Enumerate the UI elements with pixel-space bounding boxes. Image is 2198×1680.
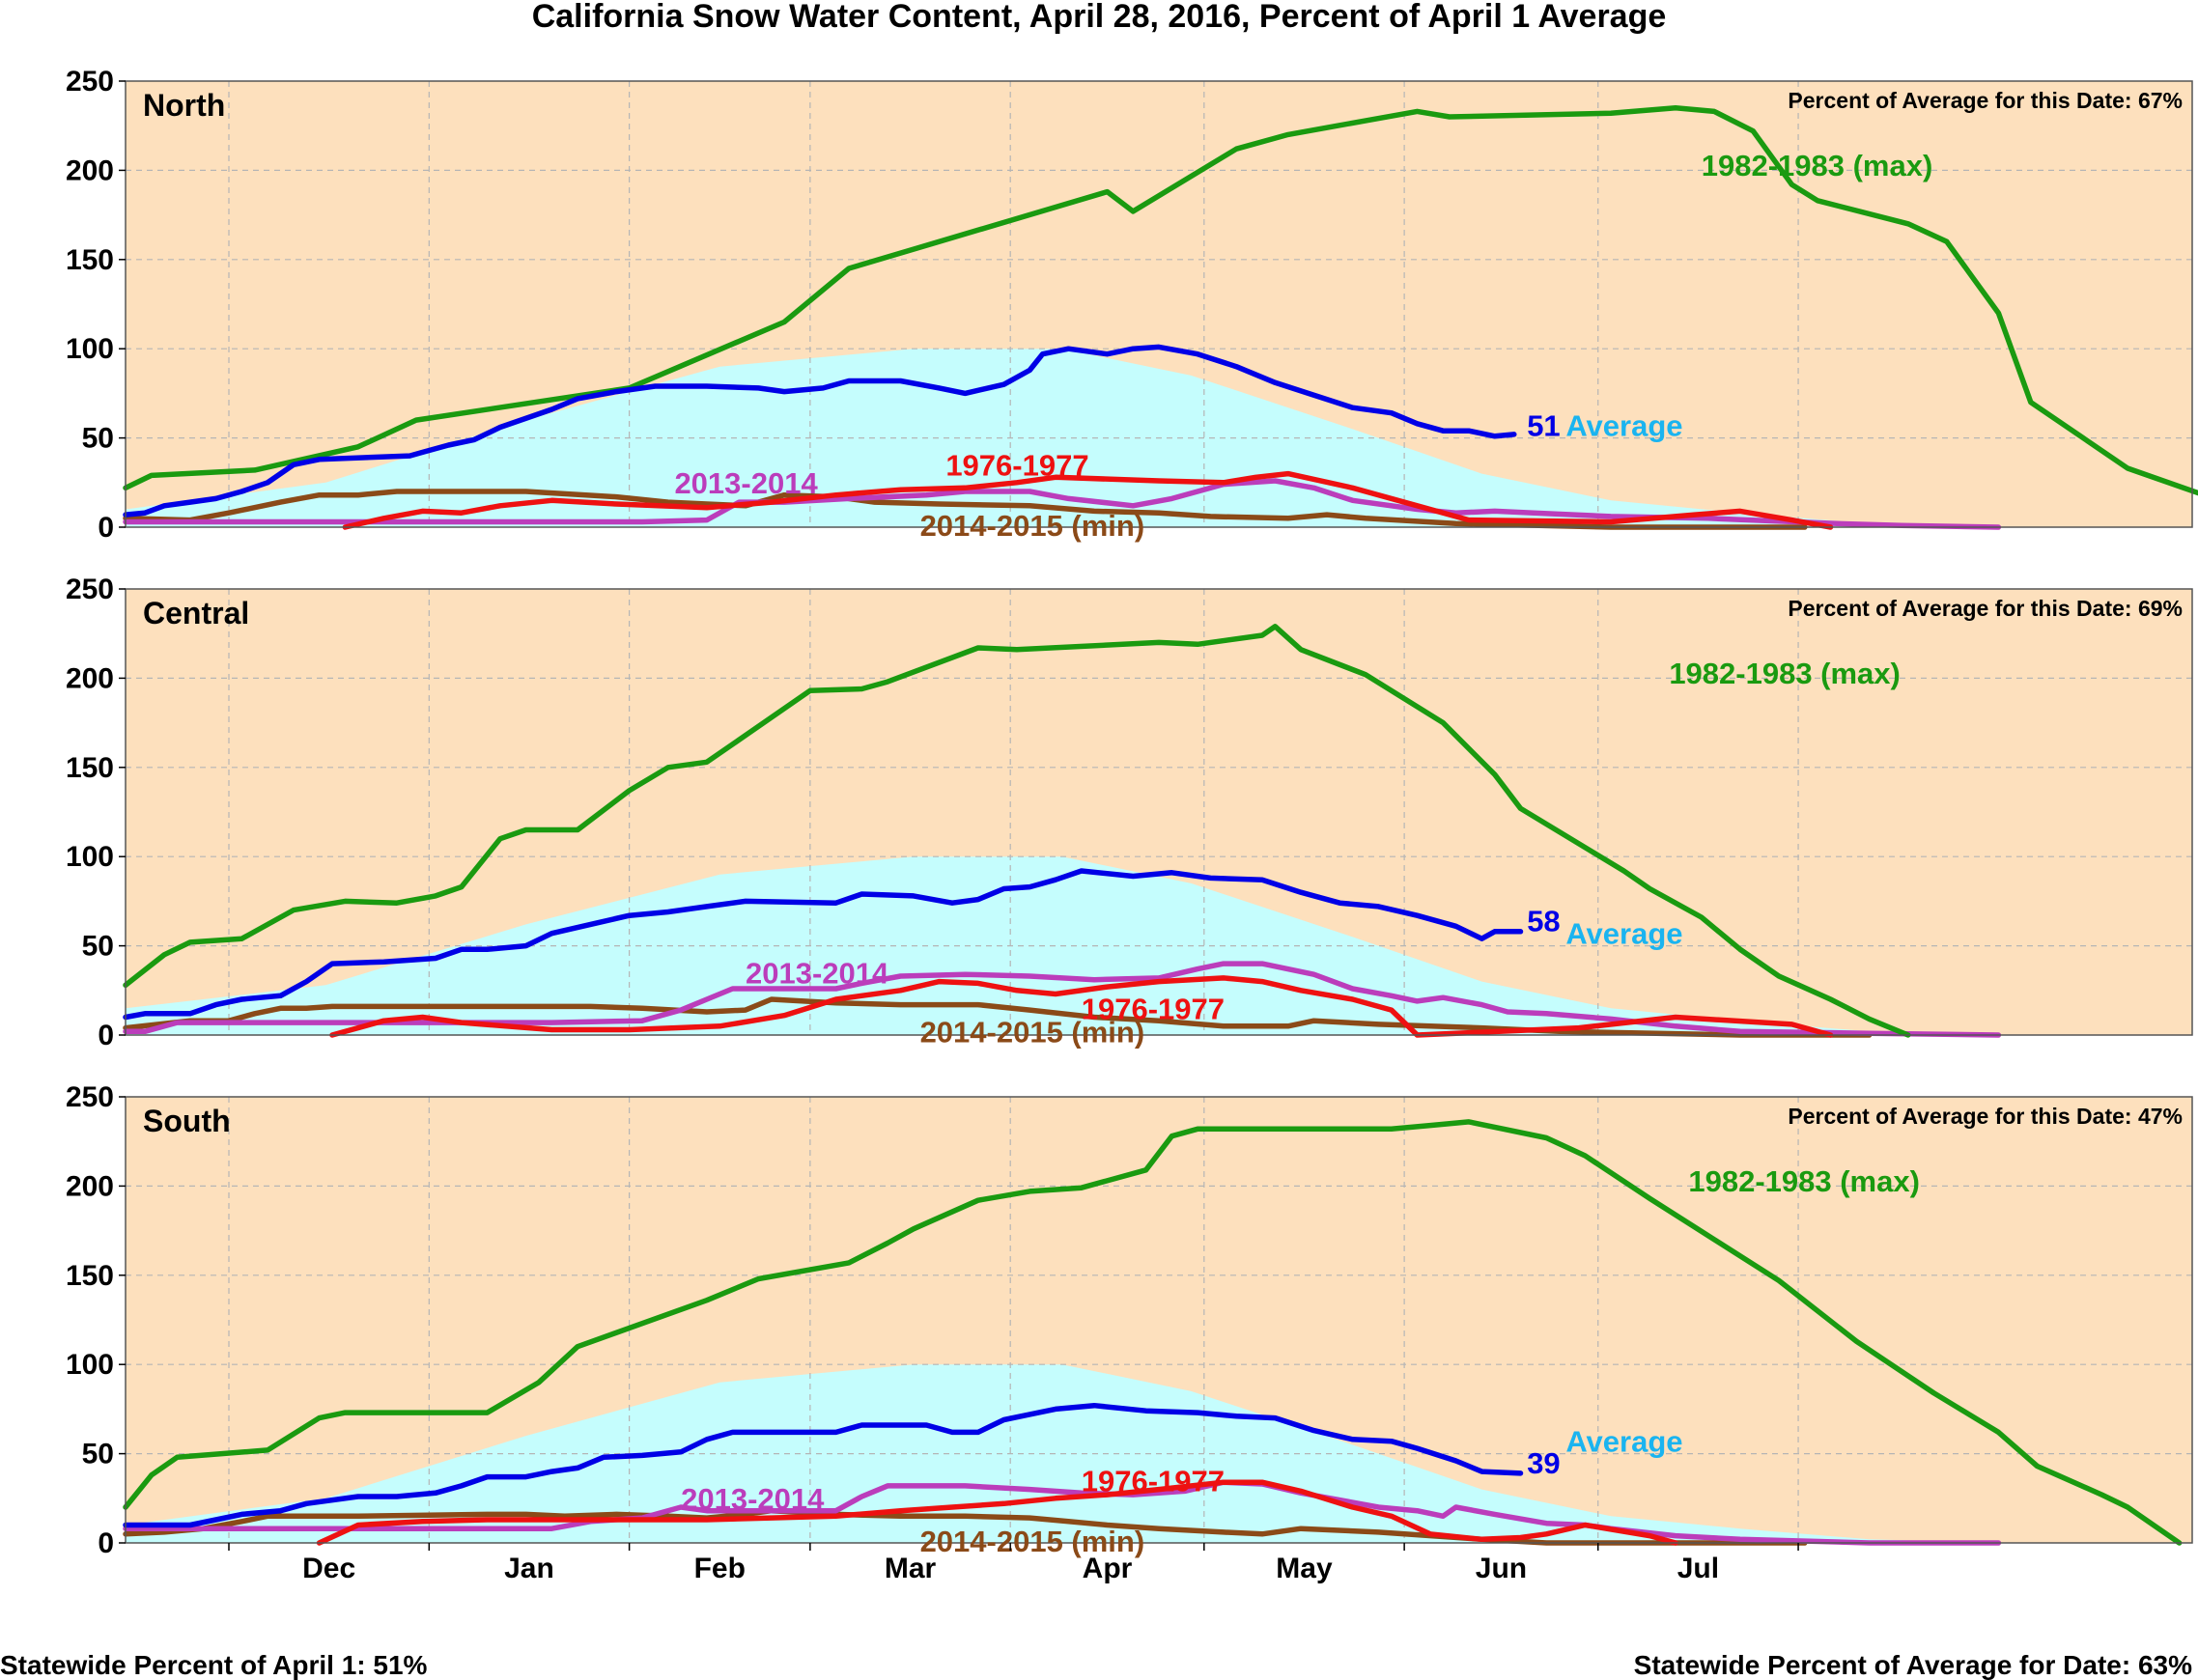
panel-central: 0 50 100 150 200 250 Central Percent of Average… [66,574,2193,1051]
series-label-average: Average [1565,917,1682,951]
y-tick-label: 200 [66,662,114,694]
panel-note: Percent of Average for this Date: 47% [1788,1104,2183,1129]
series-label-y1976: 1976-1977 [1082,1464,1225,1498]
series-label-current: 51 [1527,409,1560,443]
series-label-y2013: 2013-2014 [681,1482,825,1516]
series-line-current [123,868,1524,1021]
panel-note: Percent of Average for this Date: 67% [1788,88,2183,113]
panel-name: Central [143,596,249,630]
series-line-max [123,624,1911,1038]
series-line-max [123,104,2198,496]
y-tick-label: 100 [66,333,114,365]
series-line-y1976 [329,975,1834,1038]
y-tick-label: 250 [66,66,114,98]
y-tick-label: 0 [98,1020,114,1051]
series-label-min: 2014-2015 (min) [920,1525,1145,1558]
series-label-min: 2014-2015 (min) [920,509,1145,543]
series-label-y1976: 1976-1977 [945,448,1088,482]
series-label-y1976: 1976-1977 [1082,992,1225,1025]
panel-frame [125,80,2193,528]
x-tick-label: Apr [1083,1553,1133,1584]
x-tick-label: Dec [302,1553,355,1584]
x-tick-label: May [1276,1553,1333,1584]
y-tick-label: 100 [66,1349,114,1381]
x-tick-label: Jun [1476,1553,1527,1584]
panel-frame [125,588,2193,1036]
footer-statewide-april1: Statewide Percent of April 1: 51% [0,1650,428,1680]
y-tick-label: 150 [66,244,114,276]
series-label-min: 2014-2015 (min) [920,1015,1145,1049]
series-line-max [123,1119,2183,1546]
panel-name: South [143,1104,231,1138]
x-tick-label: Feb [694,1553,746,1584]
series-label-y2013: 2013-2014 [746,956,889,990]
y-tick-label: 200 [66,154,114,186]
series-line-current [123,1402,1524,1528]
series-line-y2013 [123,961,2002,1038]
y-tick-label: 100 [66,841,114,873]
series-line-y1976 [342,470,1834,530]
y-tick-label: 50 [82,423,114,455]
y-tick-label: 150 [66,1260,114,1292]
y-tick-label: 150 [66,752,114,784]
panels-group: 0 50 100 150 200 250 North Percent of Average f… [66,66,2198,1559]
panel-frame [125,1096,2193,1544]
y-tick-label: 0 [98,512,114,544]
series-line-current [123,344,1517,518]
y-tick-label: 0 [98,1527,114,1559]
y-tick-label: 50 [82,931,114,963]
series-label-max: 1982-1983 (max) [1669,657,1901,690]
panel-name: North [143,88,225,123]
chart-title: California Snow Water Content, April 28,… [532,0,1667,35]
x-tick-label: Mar [885,1553,937,1584]
y-tick-label: 50 [82,1439,114,1470]
series-label-current: 58 [1527,905,1560,938]
y-tick-label: 250 [66,574,114,605]
panel-south: 0 50 100 150 200 250 South Percent of Average f… [66,1081,2193,1559]
panel-note: Percent of Average for this Date: 69% [1788,596,2183,621]
series-label-current: 39 [1527,1446,1560,1480]
x-tick-label: Jul [1677,1553,1719,1584]
y-tick-label: 250 [66,1081,114,1113]
series-label-max: 1982-1983 (max) [1702,149,1933,182]
series-label-max: 1982-1983 (max) [1688,1164,1920,1198]
series-line-min [123,996,1873,1038]
panel-north: 0 50 100 150 200 250 North Percent of Average f… [66,66,2198,544]
series-line-y1976 [316,1479,1678,1546]
month-tick-labels: Dec Jan Feb Mar Apr May Jun Jul [228,1543,1799,1584]
x-tick-label: Jan [504,1553,554,1584]
y-tick-label: 200 [66,1170,114,1202]
footer-statewide-date-average: Statewide Percent of Average for Date: 6… [1634,1650,2192,1680]
series-label-average: Average [1565,1425,1682,1459]
series-label-average: Average [1565,409,1682,443]
series-label-y2013: 2013-2014 [674,466,818,500]
